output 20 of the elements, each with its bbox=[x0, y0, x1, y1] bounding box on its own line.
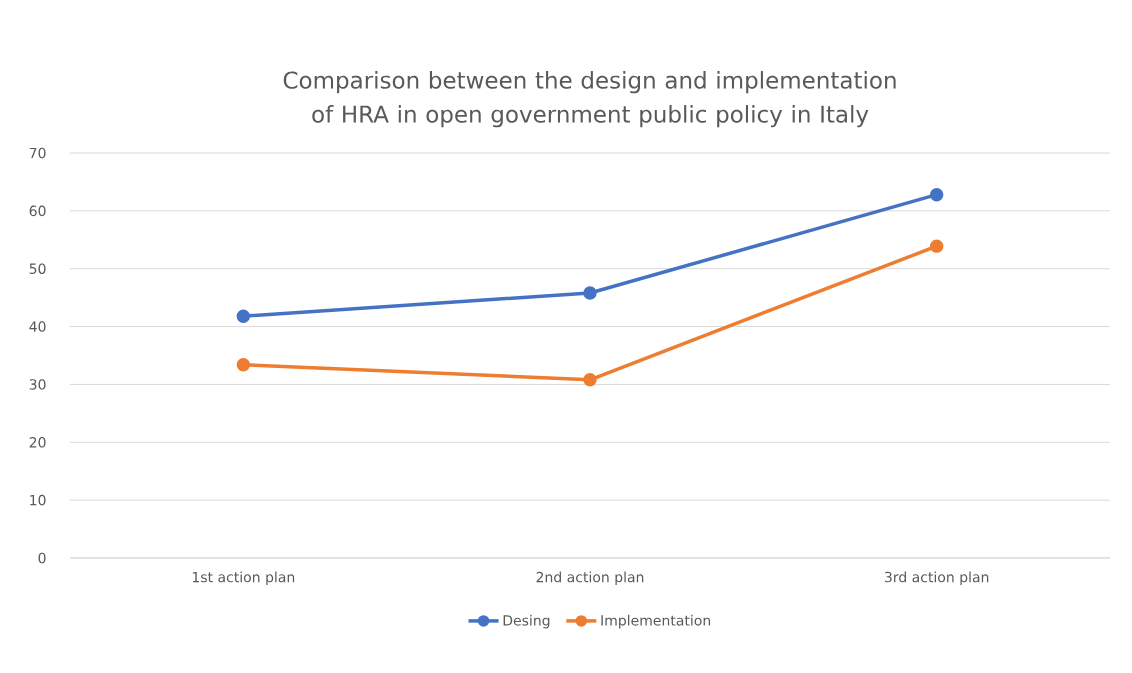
y-tick-label: 70 bbox=[29, 147, 46, 159]
y-tick-label: 20 bbox=[29, 436, 46, 448]
x-tick-label: 3rd action plan bbox=[884, 571, 989, 586]
x-tick-label: 2nd action plan bbox=[536, 571, 644, 586]
point bbox=[236, 309, 251, 323]
y-tick-label: 60 bbox=[29, 205, 46, 217]
point bbox=[236, 358, 251, 372]
legend-label: Desing bbox=[503, 614, 550, 629]
legend-label: Implementation bbox=[601, 614, 711, 629]
point bbox=[583, 373, 597, 387]
y-tick-label: 30 bbox=[29, 379, 46, 390]
point bbox=[929, 187, 944, 202]
y-tick-label: 0 bbox=[38, 552, 46, 564]
y-tick-label: 50 bbox=[29, 263, 46, 275]
y-tick-label: 40 bbox=[29, 321, 46, 332]
chart-title: Comparison between the design and implementation of HRA in open government public policy in Italy bbox=[283, 71, 896, 128]
y-tick-label: 10 bbox=[30, 494, 46, 506]
x-tick-label: 1st action plan bbox=[192, 571, 295, 586]
point bbox=[929, 239, 944, 253]
point bbox=[583, 286, 597, 300]
